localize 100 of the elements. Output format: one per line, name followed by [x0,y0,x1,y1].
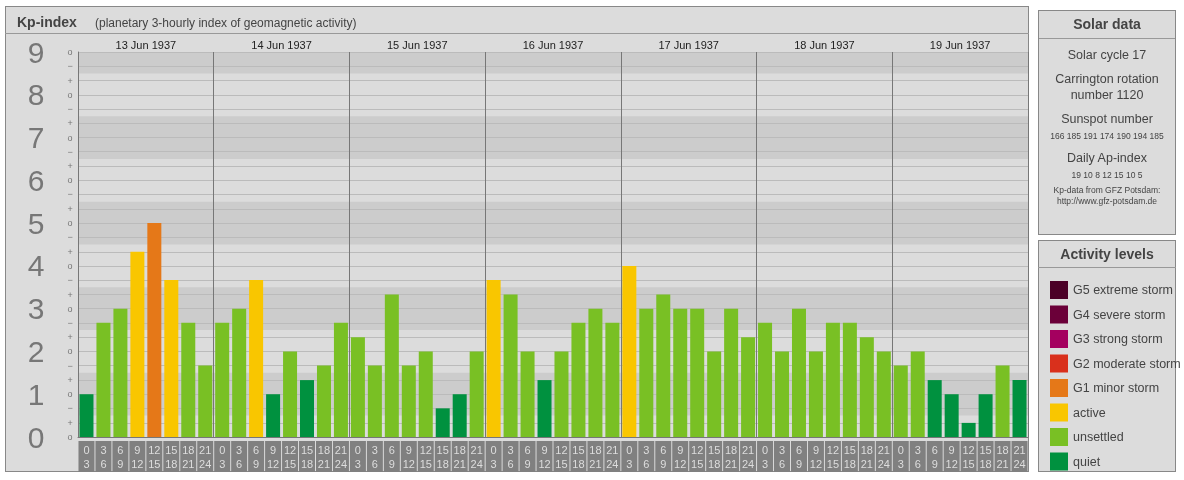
text: + [67,246,73,257]
x-tick-label: 15 18 [300,444,314,470]
bar [656,294,671,437]
y-tick-label: 5 [27,206,45,240]
legend-label: G2 moderate storm [1073,356,1181,371]
x-tick-label: 9 12 [402,444,415,470]
text: o [67,47,73,57]
bar [859,337,874,437]
text: Daily Ap-index [1066,150,1148,166]
x-tick-label: 0 3 [626,444,633,470]
text: Solar data [1039,11,1175,39]
x-tick-label: 15 18 [843,444,856,470]
x-tick-label: 18 21 [317,444,331,470]
bar [367,365,382,437]
x-tick-label: 12 15 [962,444,975,470]
bar [791,308,806,437]
bar [825,322,840,437]
bar [758,322,773,437]
text: − [67,232,73,243]
text: + [67,417,73,428]
bar [520,351,535,437]
bar [384,294,399,437]
x-tick-label: 18 21 [182,444,195,470]
x-tick-label: 21 24 [877,444,890,470]
bar [283,351,298,437]
bar [147,223,162,437]
x-tick-label: 0 3 [761,444,769,470]
text: o [67,89,73,100]
bar [96,322,111,437]
bar [232,308,247,437]
bar [215,322,230,437]
x-tick-label: 6 9 [117,444,124,470]
x-tick-label: 3 6 [914,444,921,470]
bar [978,394,993,437]
legend-label: G3 strong storm [1073,332,1163,346]
legend-label: G5 extreme storm [1073,283,1174,297]
bar [707,351,722,437]
bar [622,265,637,437]
x-tick-label: 18 21 [996,444,1009,470]
bar [469,351,484,437]
bar [1012,380,1027,437]
bar [842,322,857,437]
bar [808,351,823,437]
x-tick-label: 0 3 [897,444,904,470]
text: + [67,118,73,129]
x-tick-label: 15 18 [436,444,449,470]
bar [673,308,688,437]
x-tick-label: 12 15 [283,444,297,470]
bar [164,280,179,437]
text: − [67,403,73,414]
text: + [67,375,73,386]
x-tick-label: 21 24 [1013,444,1026,470]
text: 14 Jun 1937 [251,39,312,51]
y-tick-label: 8 [27,78,45,112]
bar [571,322,586,437]
text: o [67,175,73,186]
y-tick-label: 2 [27,334,45,368]
x-tick-label: 15 18 [572,444,585,470]
x-tick-label: 9 12 [674,444,687,470]
x-tick-label: 6 9 [660,444,667,470]
x-tick-label: 15 18 [979,444,992,470]
bar [333,322,348,437]
x-tick-label: 12 15 [555,444,568,470]
x-tick-label: 3 6 [643,444,650,470]
x-tick-label: 12 15 [691,444,704,470]
x-tick-label: 21 24 [470,444,483,470]
x-tick-label: 3 6 [507,444,514,470]
x-tick-label: 3 6 [371,444,378,470]
text: Carrington rotation number 1120 [1054,71,1160,103]
x-tick-label: 3 6 [236,444,243,470]
bar [944,394,959,437]
bar [554,351,569,437]
text: 18 Jun 1937 [794,39,855,51]
text: + [67,332,73,343]
text: o [67,218,73,229]
bar [503,294,518,437]
x-tick-label: 3 6 [778,444,786,470]
x-tick-label: 18 21 [860,444,873,470]
text: o [67,432,73,442]
bar [724,308,739,437]
x-tick-label: 21 24 [741,444,755,470]
bar [316,365,331,437]
legend-title: Activity levels [1060,246,1154,262]
text: o [67,132,73,143]
x-tick-label: 12 15 [148,444,161,470]
y-tick-label: 0 [27,420,45,454]
x-tick-label: 3 6 [100,444,107,470]
text: Kp-data from GFZ Potsdam: http://www.gfz-potsdam.de [1052,185,1162,207]
y-tick-label: 4 [27,249,45,283]
text: o [67,260,73,271]
x-tick-label: 0 3 [219,444,226,470]
legend-label: G4 severe storm [1073,307,1166,322]
text: + [67,161,73,172]
x-tick-label: 21 24 [334,444,348,470]
x-tick-label: 18 21 [589,444,602,470]
bar [181,322,196,437]
text: − [67,189,73,200]
text: 17 Jun 1937 [658,39,719,51]
bar [741,337,756,437]
text: o [67,346,73,357]
